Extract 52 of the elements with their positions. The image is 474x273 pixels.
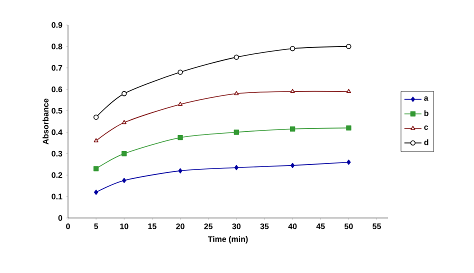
point bbox=[94, 190, 98, 195]
point bbox=[346, 44, 352, 50]
legend-label: a bbox=[424, 96, 428, 101]
legend-label: d bbox=[424, 139, 428, 146]
x-axis-title: Time (min) bbox=[208, 236, 248, 244]
point bbox=[122, 178, 126, 184]
legend-label: b bbox=[424, 110, 428, 116]
point bbox=[346, 88, 352, 93]
y-tick-label: 0.7 bbox=[52, 65, 62, 71]
legend-label: c bbox=[424, 126, 428, 130]
y-axis-title: Absorbance bbox=[42, 98, 48, 144]
y-tick-label: 0.2 bbox=[52, 172, 62, 178]
x-tick-label: 30 bbox=[232, 224, 241, 230]
point bbox=[122, 120, 126, 124]
point bbox=[94, 138, 98, 142]
x-tick-label: 45 bbox=[316, 224, 325, 230]
y-tick-label: 0.8 bbox=[52, 44, 62, 50]
y-tick-label: 0.6 bbox=[52, 86, 62, 92]
point bbox=[234, 130, 240, 135]
x-tick-label: 20 bbox=[176, 224, 184, 230]
point bbox=[234, 165, 238, 170]
point bbox=[290, 46, 296, 52]
x-tick-label: 35 bbox=[260, 224, 269, 230]
x-tick-label: 55 bbox=[372, 224, 381, 230]
point bbox=[290, 162, 295, 168]
y-tick-label: 0.9 bbox=[52, 22, 62, 28]
point bbox=[346, 125, 352, 131]
y-tick-label: 0 bbox=[58, 215, 62, 221]
point bbox=[122, 91, 127, 96]
x-tick-label: 15 bbox=[148, 224, 156, 230]
point bbox=[178, 134, 183, 140]
point bbox=[234, 54, 240, 60]
x-tick-label: 25 bbox=[204, 224, 213, 230]
x-tick-label: 0 bbox=[66, 224, 70, 230]
x-tick-label: 40 bbox=[288, 224, 297, 230]
point bbox=[346, 160, 351, 165]
x-tick-label: 10 bbox=[120, 224, 128, 230]
point bbox=[178, 70, 183, 75]
y-tick-label: 0.3 bbox=[52, 150, 62, 157]
point bbox=[122, 151, 127, 156]
y-tick-label: 0.4 bbox=[52, 129, 62, 136]
x-tick-label: 50 bbox=[344, 224, 353, 230]
point bbox=[290, 126, 296, 132]
point bbox=[93, 166, 99, 172]
point bbox=[290, 88, 295, 93]
point bbox=[178, 168, 182, 174]
point bbox=[93, 114, 99, 120]
point bbox=[234, 91, 239, 96]
y-tick-label: 0.1 bbox=[52, 194, 62, 200]
x-tick-label: 5 bbox=[94, 224, 98, 230]
point bbox=[178, 102, 183, 106]
y-tick-label: 0.5 bbox=[52, 108, 62, 114]
